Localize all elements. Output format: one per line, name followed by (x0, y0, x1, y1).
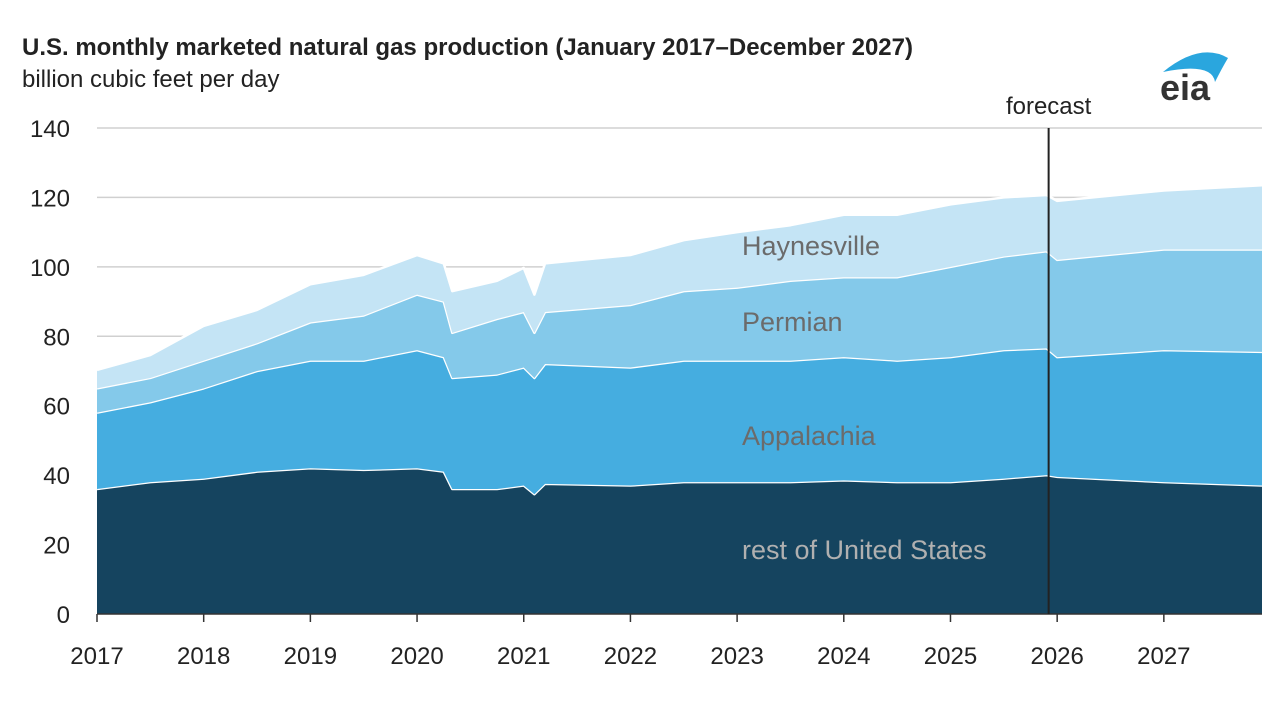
x-tick-label: 2020 (390, 643, 443, 670)
x-tick-label: 2022 (604, 643, 657, 670)
series-label-permian: Permian (742, 307, 843, 337)
series-label-haynesville: Haynesville (742, 231, 880, 261)
y-axis-unit-label: billion cubic feet per day (22, 66, 280, 93)
x-tick-label: 2021 (497, 643, 550, 670)
area-rest-of-united-states (97, 468, 1262, 614)
y-tick-label: 40 (43, 463, 70, 490)
x-tick-label: 2027 (1137, 643, 1190, 670)
series-label-appalachia: Appalachia (742, 421, 877, 451)
y-tick-label: 100 (30, 255, 70, 282)
x-tick-label: 2019 (284, 643, 337, 670)
y-tick-label: 80 (43, 324, 70, 351)
area-haynesville (97, 185, 1262, 389)
y-tick-label: 60 (43, 394, 70, 421)
y-tick-label: 120 (30, 185, 70, 212)
x-tick-label: 2026 (1030, 643, 1083, 670)
x-tick-label: 2025 (924, 643, 977, 670)
y-tick-label: 140 (30, 116, 70, 143)
svg-text:eia: eia (1160, 67, 1211, 108)
y-tick-label: 0 (57, 602, 70, 629)
x-tick-label: 2023 (710, 643, 763, 670)
x-tick-label: 2018 (177, 643, 230, 670)
series-label-rest-of-united-states: rest of United States (742, 535, 987, 565)
area-permian (97, 249, 1262, 413)
chart-title: U.S. monthly marketed natural gas produc… (22, 34, 913, 61)
x-tick-label: 2017 (70, 643, 123, 670)
y-tick-label: 20 (43, 533, 70, 560)
x-tick-label: 2024 (817, 643, 870, 670)
forecast-label: forecast (1006, 93, 1092, 120)
area-boundary-line (96, 184, 1263, 372)
area-appalachia (97, 348, 1262, 495)
eia-logo: eia (1160, 52, 1228, 108)
